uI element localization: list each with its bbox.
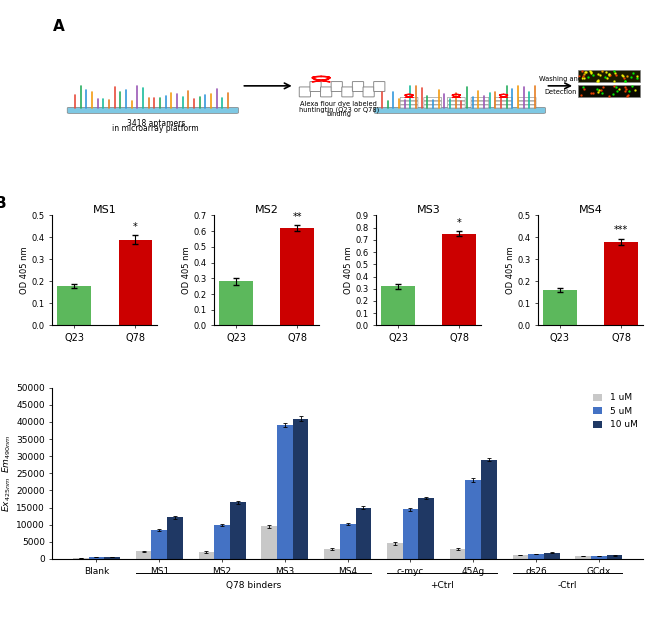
Bar [199, 552, 215, 559]
Bar [261, 527, 277, 559]
FancyBboxPatch shape [310, 81, 321, 91]
Bar [481, 460, 497, 559]
Bar [324, 550, 340, 559]
Bar [528, 554, 544, 559]
Bar [293, 419, 308, 559]
Bar [604, 242, 638, 325]
Bar [119, 240, 152, 325]
FancyBboxPatch shape [424, 105, 441, 108]
FancyBboxPatch shape [518, 101, 536, 104]
FancyBboxPatch shape [471, 105, 489, 108]
Text: +Ctrl: +Ctrl [430, 581, 454, 590]
FancyBboxPatch shape [495, 97, 512, 101]
Bar [215, 525, 230, 559]
Bar [73, 558, 89, 559]
FancyBboxPatch shape [68, 107, 239, 114]
Bar [230, 502, 245, 559]
FancyBboxPatch shape [495, 101, 512, 104]
Text: huntingtin (Q23 or Q78): huntingtin (Q23 or Q78) [298, 106, 379, 112]
Text: 3418 aptamers: 3418 aptamers [127, 119, 185, 128]
Bar [450, 548, 466, 559]
Text: Q78 binders: Q78 binders [226, 581, 281, 590]
Text: *: * [133, 222, 138, 232]
Text: Washing and: Washing and [539, 76, 582, 82]
FancyBboxPatch shape [400, 105, 418, 108]
FancyBboxPatch shape [400, 101, 418, 104]
Y-axis label: Fluorescence intensity
$Ex_{425nm}$  $Em_{490nm}$: Fluorescence intensity $Ex_{425nm}$ $Em_… [0, 422, 13, 525]
Text: -Ctrl: -Ctrl [558, 581, 577, 590]
Bar [543, 290, 577, 325]
FancyBboxPatch shape [471, 97, 489, 101]
Bar [591, 556, 607, 559]
FancyBboxPatch shape [518, 105, 536, 108]
Y-axis label: OD 405 nm: OD 405 nm [506, 247, 515, 294]
Text: *: * [457, 218, 462, 228]
Text: binding: binding [326, 111, 352, 117]
Title: MS1: MS1 [93, 205, 117, 215]
FancyBboxPatch shape [400, 97, 418, 101]
FancyBboxPatch shape [518, 97, 536, 101]
FancyBboxPatch shape [447, 97, 465, 101]
Text: B: B [0, 196, 7, 211]
FancyBboxPatch shape [363, 87, 375, 97]
Text: **: ** [293, 212, 302, 222]
Bar [419, 498, 434, 559]
Bar [466, 480, 481, 559]
Text: Alexa flour dye labeled: Alexa flour dye labeled [300, 101, 377, 107]
Bar [167, 517, 183, 559]
FancyBboxPatch shape [342, 87, 353, 97]
FancyBboxPatch shape [321, 87, 332, 97]
Bar [152, 530, 167, 559]
FancyBboxPatch shape [495, 105, 512, 108]
Bar [442, 233, 476, 325]
FancyBboxPatch shape [299, 87, 310, 97]
Bar [340, 524, 356, 559]
Bar [575, 556, 591, 559]
FancyBboxPatch shape [447, 105, 465, 108]
FancyBboxPatch shape [375, 107, 545, 114]
Text: A: A [52, 19, 64, 34]
Text: Detection: Detection [544, 89, 577, 95]
Legend: 1 uM, 5 uM, 10 uM: 1 uM, 5 uM, 10 uM [590, 389, 641, 433]
Title: MS4: MS4 [579, 205, 603, 215]
Title: MS2: MS2 [255, 205, 279, 215]
Bar [219, 281, 253, 325]
Bar [512, 555, 528, 559]
Text: in microarray platform: in microarray platform [112, 124, 199, 133]
FancyBboxPatch shape [578, 84, 640, 97]
Bar [104, 557, 120, 559]
FancyBboxPatch shape [424, 97, 441, 101]
Bar [136, 551, 152, 559]
Bar [57, 286, 91, 325]
FancyBboxPatch shape [352, 81, 363, 91]
FancyBboxPatch shape [471, 101, 489, 104]
Bar [403, 509, 419, 559]
Bar [356, 507, 371, 559]
Bar [381, 286, 415, 325]
Text: ***: *** [614, 225, 628, 235]
FancyBboxPatch shape [331, 81, 342, 91]
Bar [89, 557, 104, 559]
Y-axis label: OD 405 nm: OD 405 nm [182, 247, 191, 294]
FancyBboxPatch shape [578, 70, 640, 82]
Bar [544, 553, 560, 559]
FancyBboxPatch shape [424, 101, 441, 104]
Bar [607, 555, 623, 559]
FancyBboxPatch shape [447, 101, 465, 104]
Y-axis label: OD 405 nm: OD 405 nm [344, 247, 353, 294]
Bar [387, 543, 403, 559]
Bar [277, 425, 293, 559]
Title: MS3: MS3 [417, 205, 441, 215]
Bar [281, 228, 314, 325]
FancyBboxPatch shape [374, 81, 385, 91]
Y-axis label: OD 405 nm: OD 405 nm [20, 247, 29, 294]
